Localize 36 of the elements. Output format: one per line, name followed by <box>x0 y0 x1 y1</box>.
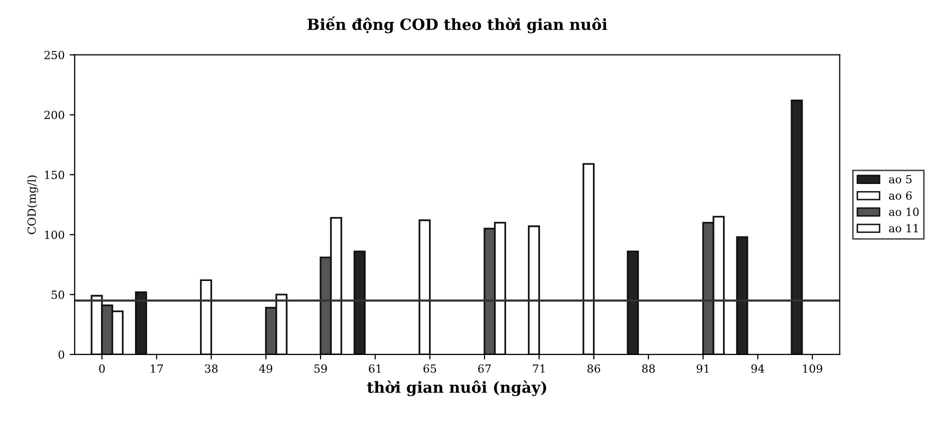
x-tick-label: 67 <box>478 364 491 373</box>
y-tick-label: 250 <box>44 50 64 60</box>
x-axis-title: thời gian nuôi (ngày) <box>367 380 546 396</box>
y-tick-label: 100 <box>45 230 64 240</box>
y-tick-label: 150 <box>45 170 64 180</box>
legend-label: ao 6 <box>889 191 912 200</box>
x-tick-label: 49 <box>259 364 272 373</box>
bar <box>354 250 366 354</box>
bar <box>418 219 431 354</box>
legend-label: ao 10 <box>889 208 919 216</box>
bar <box>200 279 212 354</box>
x-tick-label: 0 <box>99 364 105 373</box>
y-axis-title: COD(mg/l) <box>27 175 38 234</box>
bar <box>626 250 639 354</box>
x-tick-label: 65 <box>424 364 436 373</box>
legend-label: ao 11 <box>889 224 918 232</box>
x-tick-label: 61 <box>368 364 381 373</box>
bar <box>135 291 148 354</box>
legend-label: ao 5 <box>889 175 912 184</box>
y-tick-label: 50 <box>52 290 64 299</box>
x-tick-label: 17 <box>150 364 163 373</box>
bar <box>528 225 540 354</box>
y-tick-label: 0 <box>58 350 64 359</box>
chart-title: Biến động COD theo thời gian nuôi <box>308 16 608 34</box>
x-tick-label: 109 <box>803 364 822 373</box>
x-tick-label: 86 <box>587 364 600 373</box>
x-tick-label: 59 <box>314 364 327 373</box>
x-tick-label: 88 <box>642 364 655 373</box>
bar <box>582 163 595 354</box>
x-tick-label: 91 <box>696 364 709 373</box>
x-tick-label: 94 <box>751 364 764 373</box>
x-tick-label: 38 <box>205 364 218 373</box>
y-tick-label: 200 <box>44 110 64 120</box>
bar <box>736 236 748 354</box>
bar <box>790 100 803 354</box>
x-tick-label: 71 <box>533 364 545 373</box>
